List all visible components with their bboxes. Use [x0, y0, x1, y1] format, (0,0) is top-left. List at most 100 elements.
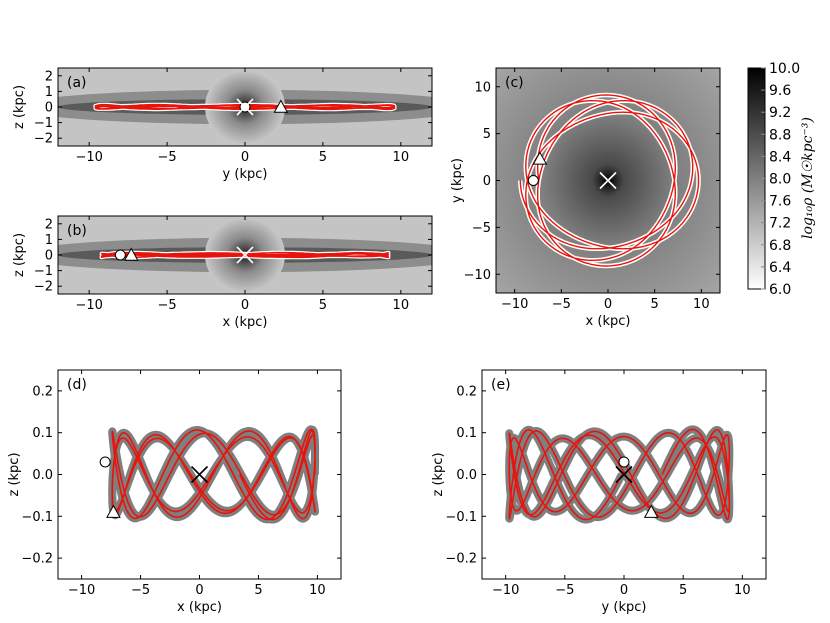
x-tick-label: 0 — [241, 150, 249, 165]
colorbar-tick-label: 10.0 — [769, 61, 800, 77]
end-marker-triangle — [123, 247, 139, 261]
y-tick-label: 0.2 — [456, 384, 477, 399]
x-tick-label: 0 — [241, 298, 249, 313]
y-tick-label: 0 — [483, 174, 491, 189]
y-tick-label: −5 — [472, 221, 491, 236]
y-tick-label: −2 — [34, 132, 53, 147]
colorbar-tick-label: 7.2 — [769, 216, 791, 232]
start-marker-circle — [618, 456, 630, 468]
y-tick-label: 1 — [45, 233, 53, 248]
x-tick-label: 0 — [620, 583, 628, 598]
end-marker-triangle — [273, 99, 289, 113]
y-tick-label: −0.1 — [21, 510, 53, 525]
y-tick-label: 2 — [45, 69, 53, 84]
orbit-line — [508, 428, 731, 521]
y-tick-label: 0.1 — [32, 426, 53, 441]
y-tick-label: 0.0 — [32, 468, 53, 483]
x-tick-label: −10 — [75, 298, 102, 313]
x-tick-label: 5 — [254, 583, 262, 598]
x-tick-label: −5 — [131, 583, 150, 598]
colorbar-tick-label: 6.8 — [769, 238, 791, 254]
y-tick-label: −1 — [34, 264, 53, 279]
y-tick-label: −0.1 — [445, 510, 477, 525]
start-marker-circle — [99, 456, 111, 468]
x-tick-label: −5 — [157, 298, 176, 313]
panel-label: (b) — [67, 223, 87, 239]
end-marker-triangle — [106, 504, 121, 518]
y-tick-label: 5 — [483, 127, 491, 142]
x-tick-label: −10 — [68, 583, 95, 598]
x-tick-label: 10 — [393, 150, 410, 165]
y-tick-label: 0.0 — [456, 468, 477, 483]
center-marker-x — [599, 171, 617, 190]
y-tick-label: 2 — [45, 217, 53, 232]
colorbar-tick-label: 8.4 — [769, 149, 791, 165]
y-tick-label: 0.2 — [32, 384, 53, 399]
start-marker-circle — [114, 249, 126, 261]
y-axis-label: z (kpc) — [12, 233, 27, 277]
y-axis-label: z (kpc) — [7, 452, 22, 496]
x-axis-label: y (kpc) — [223, 167, 268, 182]
x-axis-label: x (kpc) — [177, 600, 222, 615]
colorbar-label: log₁₀ρ (M☉kpc⁻³) — [800, 117, 816, 239]
x-tick-label: −5 — [157, 150, 176, 165]
center-marker-x — [190, 465, 209, 484]
y-tick-label: 10 — [474, 80, 491, 95]
panel-c: −10 −5 0 5 10 −10 −5 0 5 10 x (kpc) y (kpc) (c) — [450, 67, 721, 329]
orbit-line — [111, 428, 316, 521]
x-tick-label: 0 — [604, 297, 612, 312]
x-tick-label: 5 — [319, 298, 327, 313]
x-tick-label: 10 — [393, 298, 410, 313]
colorbar-tick-label: 8.0 — [769, 172, 791, 188]
y-tick-label: 1 — [45, 85, 53, 100]
center-marker-x — [615, 465, 633, 484]
panel-d: −10 −5 0 5 10 −0.2 −0.1 0.0 0.1 0.2 x (kpc) z (kpc)… — [7, 369, 342, 615]
x-tick-label: 10 — [693, 297, 710, 312]
colorbar-tick-label: 6.0 — [769, 282, 791, 298]
start-marker-circle — [527, 175, 539, 186]
x-tick-label: 5 — [651, 297, 659, 312]
x-tick-label: 5 — [319, 150, 327, 165]
y-tick-label: 0 — [45, 249, 53, 264]
x-tick-label: 10 — [309, 583, 326, 598]
x-tick-label: −10 — [501, 297, 528, 312]
colorbar-tick-label: 8.8 — [769, 127, 791, 143]
center-marker-x — [236, 246, 254, 264]
x-tick-label: 0 — [195, 583, 203, 598]
y-tick-label: −0.2 — [445, 552, 477, 567]
y-tick-label: 0 — [45, 101, 53, 116]
orbit-line — [100, 251, 390, 259]
y-axis-label: z (kpc) — [431, 452, 446, 496]
colorbar-tick-label: 7.6 — [769, 194, 791, 210]
x-tick-label: −10 — [75, 150, 102, 165]
y-tick-label: −0.2 — [21, 552, 53, 567]
x-tick-label: 10 — [734, 583, 751, 598]
x-tick-label: 5 — [679, 583, 687, 598]
y-axis-label: z (kpc) — [12, 85, 27, 129]
center-marker-x — [236, 98, 254, 116]
y-tick-label: −2 — [34, 280, 53, 295]
end-marker-triangle — [643, 504, 659, 518]
panel-label: (e) — [491, 377, 511, 393]
x-tick-label: −5 — [555, 583, 574, 598]
x-tick-label: −5 — [552, 297, 571, 312]
colorbar-tick-label: 9.6 — [769, 83, 791, 99]
x-axis-label: x (kpc) — [586, 314, 631, 329]
colorbar-tick-label: 6.4 — [769, 260, 791, 276]
y-tick-label: −1 — [34, 116, 53, 131]
panel-label: (d) — [67, 377, 87, 393]
y-tick-label: −10 — [464, 268, 491, 283]
colorbar-tick-label: 9.2 — [769, 105, 791, 121]
x-axis-label: y (kpc) — [602, 600, 647, 615]
colorbar: 10.0 9.6 9.2 8.8 8.4 8.0 7.6 7.2 6.8 6.4 6.0 log₁₀ρ… — [747, 61, 816, 298]
y-tick-label: 0.1 — [456, 426, 477, 441]
orbit-line — [519, 94, 700, 267]
panel-e: −10 −5 0 5 10 −0.2 −0.1 0.0 0.1 0.2 y (kpc) z (kpc)… — [431, 369, 767, 615]
orbit-line — [94, 103, 396, 111]
y-axis-label: y (kpc) — [450, 158, 465, 203]
panel-label: (c) — [505, 75, 524, 91]
x-tick-label: −10 — [492, 583, 519, 598]
